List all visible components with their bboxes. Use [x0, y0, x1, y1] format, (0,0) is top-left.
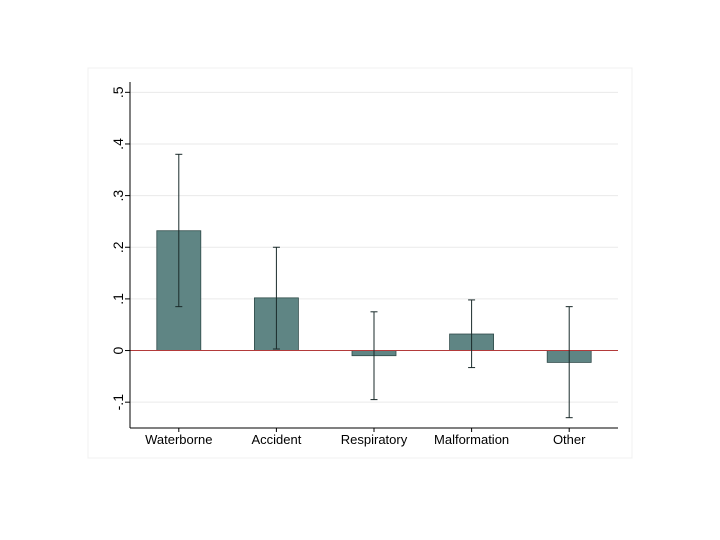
x-tick-label: Malformation	[434, 432, 509, 447]
y-tick-label: .2	[110, 241, 126, 253]
y-tick-label: .1	[110, 293, 126, 305]
axes	[125, 82, 618, 432]
x-tick-label: Waterborne	[145, 432, 212, 447]
x-tick-label: Respiratory	[341, 432, 408, 447]
x-tick-label: Other	[553, 432, 586, 447]
x-tick-label: Accident	[251, 432, 301, 447]
y-tick-label: .5	[110, 86, 126, 98]
y-tick-label: -.1	[110, 394, 126, 411]
y-tick-label: 0	[110, 346, 126, 354]
y-tick-label: .4	[110, 138, 126, 150]
error-bars	[175, 153, 573, 419]
tick-labels: -.1 0 .1 .2 .3 .4 .5 Waterborne Accident Respirat…	[110, 86, 586, 447]
y-tick-label: .3	[110, 190, 126, 202]
